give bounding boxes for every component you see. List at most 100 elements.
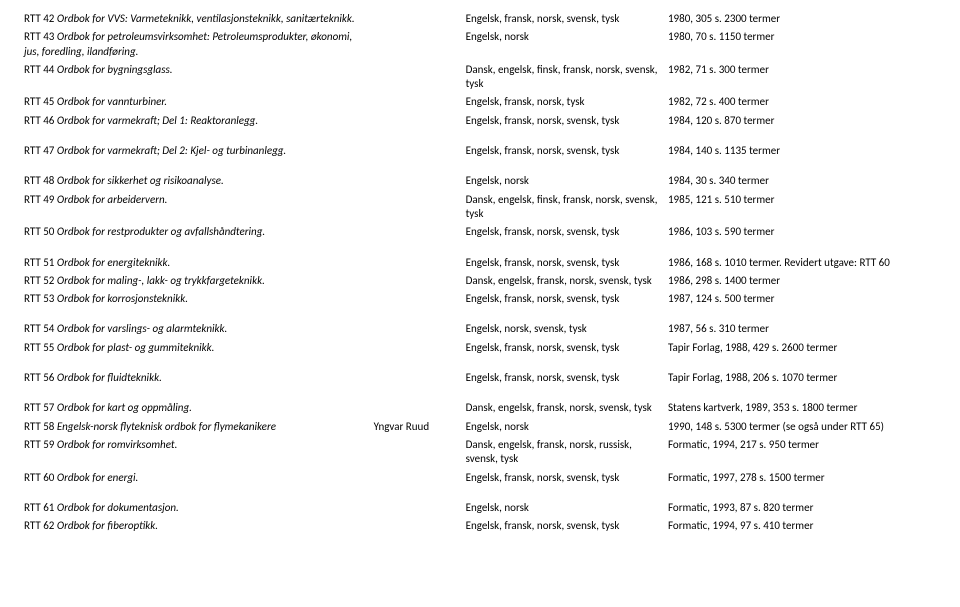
- cell-languages: Engelsk, norsk: [462, 418, 664, 436]
- cell-languages: Engelsk, fransk, norsk, svensk, tysk: [462, 142, 664, 160]
- cell-info: Formatic, 1994, 97 s. 410 termer: [664, 517, 940, 535]
- group-spacer: [20, 357, 940, 369]
- table-row: RTT 55 Ordbok for plast- og gummiteknikk…: [20, 339, 940, 357]
- rtt-title: Ordbok for sikkerhet og risikoanalyse.: [57, 174, 224, 187]
- rtt-code: RTT 50: [24, 225, 54, 238]
- table-row: RTT 48 Ordbok for sikkerhet og risikoana…: [20, 172, 940, 190]
- cell-author: [370, 272, 462, 290]
- cell-languages: Dansk, engelsk, finsk, fransk, norsk, sv…: [462, 191, 664, 224]
- cell-info: 1984, 140 s. 1135 termer: [664, 142, 940, 160]
- cell-info: Tapir Forlag, 1988, 206 s. 1070 termer: [664, 369, 940, 387]
- cell-info: Statens kartverk, 1989, 353 s. 1800 term…: [664, 399, 940, 417]
- cell-info: 1986, 168 s. 1010 termer. Revidert utgav…: [664, 254, 940, 272]
- table-row: RTT 49 Ordbok for arbeidervern. Dansk, en…: [20, 191, 940, 224]
- cell-author: [370, 61, 462, 94]
- cell-author: [370, 320, 462, 338]
- rtt-code: RTT 54: [24, 322, 54, 335]
- cell-languages: Dansk, engelsk, fransk, norsk, russisk, …: [462, 436, 664, 469]
- rtt-title: Ordbok for petroleumsvirksomhet: Petrole…: [24, 30, 352, 57]
- cell-info: 1980, 70 s. 1150 termer: [664, 28, 940, 61]
- rtt-title: Ordbok for energiteknikk.: [57, 256, 170, 269]
- rtt-title: Ordbok for varmekraft; Del 1: Reaktoranl…: [57, 114, 258, 127]
- cell-languages: Dansk, engelsk, fransk, norsk, svensk, t…: [462, 272, 664, 290]
- rtt-code: RTT 62: [24, 519, 54, 532]
- table-row: RTT 59 Ordbok for romvirksomhet.Dansk, e…: [20, 436, 940, 469]
- cell-info: 1984, 120 s. 870 termer: [664, 112, 940, 130]
- cell-author: [370, 469, 462, 487]
- table-row: RTT 62 Ordbok for fiberoptikk. Engelsk, f…: [20, 517, 940, 535]
- cell-title: RTT 52 Ordbok for maling-, lakk- og tryk…: [20, 272, 370, 290]
- cell-title: RTT 50 Ordbok for restprodukter og avfal…: [20, 223, 370, 241]
- rtt-title: Ordbok for korrosjonsteknikk.: [57, 292, 188, 305]
- cell-author: [370, 223, 462, 241]
- rtt-title: Ordbok for restprodukter og avfallshåndt…: [57, 225, 265, 238]
- cell-title: RTT 47 Ordbok for varmekraft; Del 2: Kje…: [20, 142, 370, 160]
- group-spacer: [20, 387, 940, 399]
- rtt-title: Ordbok for VVS: Varmeteknikk, ventilasjo…: [57, 12, 355, 25]
- rtt-title: Ordbok for bygningsglass.: [57, 63, 173, 76]
- cell-info: Formatic, 1997, 278 s. 1500 termer: [664, 469, 940, 487]
- cell-title: RTT 53 Ordbok for korrosjonsteknikk.: [20, 290, 370, 308]
- cell-languages: Engelsk, norsk: [462, 499, 664, 517]
- cell-author: [370, 290, 462, 308]
- rtt-code: RTT 45: [24, 95, 54, 108]
- cell-title: RTT 60 Ordbok for energi.: [20, 469, 370, 487]
- rtt-code: RTT 53: [24, 292, 54, 305]
- rtt-code: RTT 43: [24, 30, 54, 43]
- cell-author: [370, 142, 462, 160]
- rtt-title: Ordbok for fluidteknikk.: [57, 371, 162, 384]
- cell-languages: Engelsk, fransk, norsk, svensk, tysk: [462, 517, 664, 535]
- cell-title: RTT 56 Ordbok for fluidteknikk.: [20, 369, 370, 387]
- table-row: RTT 45 Ordbok for vannturbiner.Engelsk, …: [20, 93, 940, 111]
- cell-info: 1985, 121 s. 510 termer: [664, 191, 940, 224]
- group-spacer: [20, 308, 940, 320]
- cell-author: [370, 517, 462, 535]
- table-row: RTT 57 Ordbok for kart og oppmåling.Dans…: [20, 399, 940, 417]
- cell-author: [370, 399, 462, 417]
- cell-info: 1986, 103 s. 590 termer: [664, 223, 940, 241]
- table-row: RTT 53 Ordbok for korrosjonsteknikk.Enge…: [20, 290, 940, 308]
- cell-info: Formatic, 1993, 87 s. 820 termer: [664, 499, 940, 517]
- rtt-title: Ordbok for fiberoptikk.: [57, 519, 158, 532]
- cell-title: RTT 54 Ordbok for varslings- og alarmtek…: [20, 320, 370, 338]
- cell-author: [370, 10, 462, 28]
- table-row: RTT 46 Ordbok for varmekraft; Del 1: Rea…: [20, 112, 940, 130]
- cell-info: Tapir Forlag, 1988, 429 s. 2600 termer: [664, 339, 940, 357]
- cell-title: RTT 44 Ordbok for bygningsglass.: [20, 61, 370, 94]
- cell-author: [370, 339, 462, 357]
- cell-title: RTT 61 Ordbok for dokumentasjon.: [20, 499, 370, 517]
- cell-info: Formatic, 1994, 217 s. 950 termer: [664, 436, 940, 469]
- cell-author: [370, 369, 462, 387]
- cell-title: RTT 57 Ordbok for kart og oppmåling.: [20, 399, 370, 417]
- rtt-title: Ordbok for energi.: [57, 471, 138, 484]
- cell-title: RTT 49 Ordbok for arbeidervern.: [20, 191, 370, 224]
- rtt-code: RTT 46: [24, 114, 54, 127]
- rtt-title: Ordbok for dokumentasjon.: [57, 501, 179, 514]
- cell-title: RTT 43 Ordbok for petroleumsvirksomhet: …: [20, 28, 370, 61]
- cell-author: [370, 254, 462, 272]
- rtt-title: Ordbok for plast- og gummiteknikk.: [57, 341, 215, 354]
- table-row: RTT 47 Ordbok for varmekraft; Del 2: Kje…: [20, 142, 940, 160]
- cell-languages: Engelsk, fransk, norsk, svensk, tysk: [462, 112, 664, 130]
- table-row: RTT 60 Ordbok for energi.Engelsk, fransk…: [20, 469, 940, 487]
- cell-author: [370, 93, 462, 111]
- cell-info: 1980, 305 s. 2300 termer: [664, 10, 940, 28]
- group-spacer: [20, 130, 940, 142]
- table-row: RTT 51 Ordbok for energiteknikk.Engelsk,…: [20, 254, 940, 272]
- rtt-title: Ordbok for kart og oppmåling.: [57, 401, 192, 414]
- cell-languages: Engelsk, fransk, norsk, svensk, tysk: [462, 369, 664, 387]
- table-row: RTT 52 Ordbok for maling-, lakk- og tryk…: [20, 272, 940, 290]
- cell-author: [370, 28, 462, 61]
- rtt-code: RTT 44: [24, 63, 54, 76]
- rtt-title: Ordbok for varmekraft; Del 2: Kjel- og t…: [57, 144, 286, 157]
- cell-info: 1982, 71 s. 300 termer: [664, 61, 940, 94]
- table-row: RTT 50 Ordbok for restprodukter og avfal…: [20, 223, 940, 241]
- rtt-title: Ordbok for maling-, lakk- og trykkfarget…: [57, 274, 265, 287]
- cell-author: [370, 436, 462, 469]
- cell-author: [370, 172, 462, 190]
- rtt-code: RTT 42: [24, 12, 54, 25]
- cell-info: 1984, 30 s. 340 termer: [664, 172, 940, 190]
- cell-info: 1982, 72 s. 400 termer: [664, 93, 940, 111]
- table-row: RTT 61 Ordbok for dokumentasjon. Engelsk,…: [20, 499, 940, 517]
- rtt-title: Engelsk-norsk flyteknisk ordbok for flym…: [57, 420, 276, 433]
